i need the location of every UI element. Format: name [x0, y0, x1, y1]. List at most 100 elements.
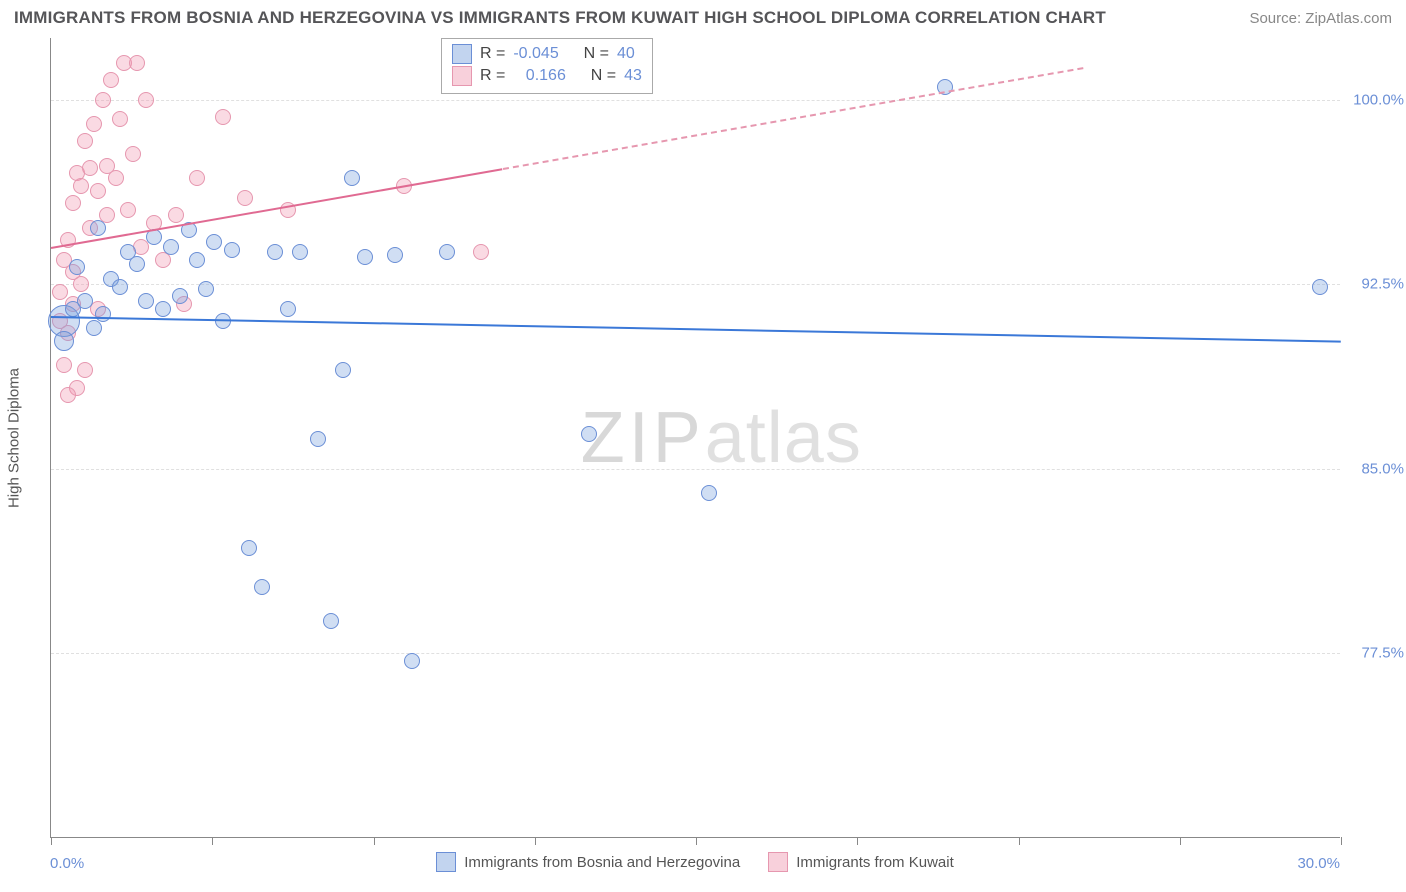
scatter-point — [56, 357, 72, 373]
scatter-point — [60, 387, 76, 403]
r-label: R = — [480, 65, 505, 87]
scatter-point — [292, 244, 308, 260]
r-value-blue: -0.045 — [513, 43, 558, 65]
scatter-point — [129, 55, 145, 71]
scatter-point — [344, 170, 360, 186]
scatter-point — [95, 306, 111, 322]
r-value-pink: 0.166 — [526, 65, 566, 87]
scatter-point — [581, 426, 597, 442]
scatter-point — [90, 220, 106, 236]
x-tick — [1019, 837, 1020, 845]
scatter-point — [138, 293, 154, 309]
scatter-point — [335, 362, 351, 378]
stats-row-pink: R = 0.166 N = 43 — [452, 65, 642, 87]
scatter-point — [90, 183, 106, 199]
x-tick — [374, 837, 375, 845]
scatter-point — [54, 331, 74, 351]
y-tick-label: 92.5% — [1344, 276, 1404, 293]
gridline — [51, 284, 1340, 285]
scatter-point — [103, 72, 119, 88]
scatter-point — [404, 653, 420, 669]
x-label-left: 0.0% — [50, 855, 84, 872]
r-label: R = — [480, 43, 505, 65]
n-label: N = — [591, 65, 616, 87]
plot-container: High School Diploma ZIPatlas R = -0.045 … — [50, 38, 1340, 838]
scatter-point — [69, 259, 85, 275]
x-tick — [696, 837, 697, 845]
scatter-point — [189, 252, 205, 268]
n-label: N = — [584, 43, 609, 65]
watermark: ZIPatlas — [581, 397, 862, 479]
scatter-point — [254, 579, 270, 595]
plot-area: ZIPatlas R = -0.045 N = 40 R = 0.166 N =… — [50, 38, 1340, 838]
scatter-point — [473, 244, 489, 260]
scatter-point — [1312, 279, 1328, 295]
scatter-point — [701, 485, 717, 501]
scatter-point — [267, 244, 283, 260]
legend-label-blue: Immigrants from Bosnia and Herzegovina — [464, 854, 740, 871]
scatter-point — [215, 109, 231, 125]
x-label-right: 30.0% — [1297, 855, 1340, 872]
scatter-point — [138, 92, 154, 108]
y-axis-label: High School Diploma — [6, 368, 23, 508]
swatch-pink-icon — [768, 852, 788, 872]
stats-legend: R = -0.045 N = 40 R = 0.166 N = 43 — [441, 38, 653, 94]
x-tick — [1341, 837, 1342, 845]
scatter-point — [224, 242, 240, 258]
gridline — [51, 469, 1340, 470]
scatter-point — [86, 320, 102, 336]
x-tick — [51, 837, 52, 845]
scatter-point — [65, 195, 81, 211]
x-tick — [857, 837, 858, 845]
scatter-point — [310, 431, 326, 447]
chart-title: IMMIGRANTS FROM BOSNIA AND HERZEGOVINA V… — [14, 8, 1106, 28]
legend-label-pink: Immigrants from Kuwait — [796, 854, 954, 871]
scatter-point — [125, 146, 141, 162]
scatter-point — [86, 116, 102, 132]
scatter-point — [108, 170, 124, 186]
scatter-point — [163, 239, 179, 255]
scatter-point — [237, 190, 253, 206]
n-value-blue: 40 — [617, 43, 635, 65]
n-value-pink: 43 — [624, 65, 642, 87]
stats-row-blue: R = -0.045 N = 40 — [452, 43, 642, 65]
legend-item-pink: Immigrants from Kuwait — [768, 852, 954, 872]
scatter-point — [112, 111, 128, 127]
swatch-blue-icon — [452, 44, 472, 64]
scatter-point — [387, 247, 403, 263]
swatch-blue-icon — [436, 852, 456, 872]
scatter-point — [357, 249, 373, 265]
scatter-point — [168, 207, 184, 223]
header: IMMIGRANTS FROM BOSNIA AND HERZEGOVINA V… — [14, 8, 1392, 28]
trend-line — [51, 316, 1341, 343]
scatter-point — [82, 160, 98, 176]
scatter-point — [120, 202, 136, 218]
y-tick-label: 100.0% — [1344, 91, 1404, 108]
watermark-zip: ZIP — [581, 398, 705, 478]
scatter-point — [112, 279, 128, 295]
scatter-point — [73, 178, 89, 194]
x-tick — [212, 837, 213, 845]
x-tick — [1180, 837, 1181, 845]
legend-item-blue: Immigrants from Bosnia and Herzegovina — [436, 852, 740, 872]
scatter-point — [77, 293, 93, 309]
x-tick — [535, 837, 536, 845]
scatter-point — [95, 92, 111, 108]
scatter-point — [172, 288, 188, 304]
scatter-point — [52, 284, 68, 300]
source-label: Source: ZipAtlas.com — [1249, 10, 1392, 27]
y-tick-label: 77.5% — [1344, 645, 1404, 662]
scatter-point — [77, 133, 93, 149]
scatter-point — [198, 281, 214, 297]
scatter-point — [155, 301, 171, 317]
bottom-legend: 0.0% Immigrants from Bosnia and Herzegov… — [50, 852, 1340, 872]
y-tick-label: 85.0% — [1344, 460, 1404, 477]
scatter-point — [439, 244, 455, 260]
gridline — [51, 653, 1340, 654]
scatter-point — [189, 170, 205, 186]
scatter-point — [241, 540, 257, 556]
scatter-point — [323, 613, 339, 629]
scatter-point — [129, 256, 145, 272]
scatter-point — [280, 301, 296, 317]
gridline — [51, 100, 1340, 101]
